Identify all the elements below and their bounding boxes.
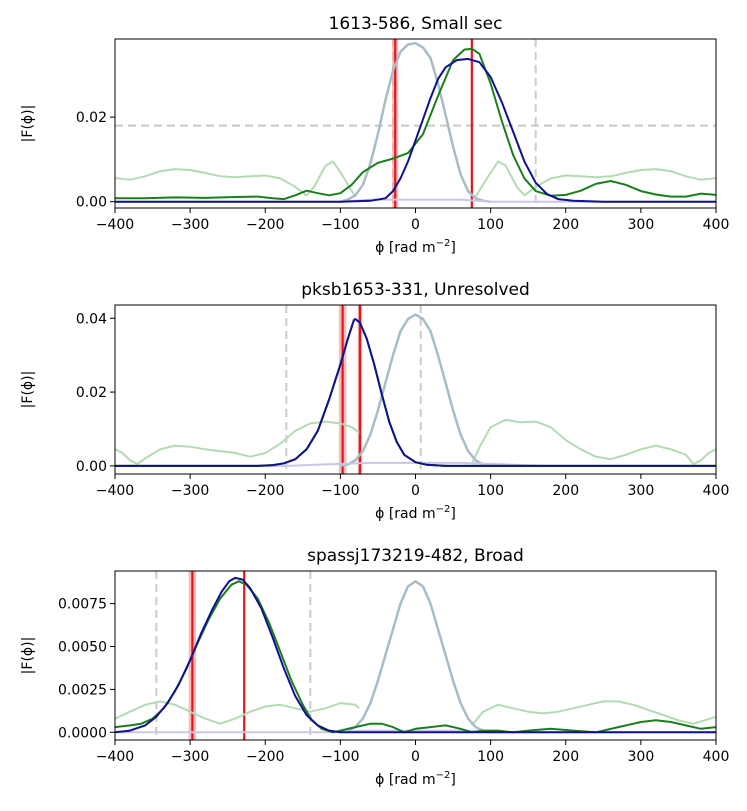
x-axis-label-sup: −2 — [436, 504, 451, 515]
y-tick-label: 0.04 — [76, 311, 107, 327]
series-line-clean — [115, 318, 716, 467]
series-line-dirty — [115, 47, 716, 201]
y-tick-label: 0.0025 — [58, 682, 107, 698]
x-tick-label: −200 — [246, 749, 284, 765]
chart-panel-2: −400 −300 −200 −100 0 100 200 300 400 0.00 0.02 0.0… — [20, 280, 729, 522]
x-tick-label: 100 — [477, 217, 504, 233]
axes-frame — [114, 570, 717, 741]
x-tick-label: 200 — [552, 483, 579, 499]
x-tick-label: 400 — [703, 217, 730, 233]
y-tick-label: 0.00 — [76, 459, 107, 475]
chart-title: 1613-586, Small sec — [329, 14, 503, 34]
y-tick-label: 0.0050 — [58, 639, 107, 655]
x-tick-label: −300 — [171, 483, 209, 499]
series-line-clean — [115, 576, 716, 734]
series-line-rmsf-wide — [115, 700, 360, 725]
x-tick-label: −300 — [171, 749, 209, 765]
x-tick-label: −100 — [321, 217, 359, 233]
y-axis-label: |F(ϕ)| — [20, 371, 36, 409]
x-tick-label: 0 — [411, 217, 420, 233]
x-axis-label-close: ] — [450, 240, 455, 256]
x-tick-label: 300 — [628, 483, 655, 499]
x-tick-label: −100 — [321, 483, 359, 499]
x-tick-label: 0 — [411, 749, 420, 765]
y-axis-label: |F(ϕ)| — [20, 105, 36, 143]
x-axis-label-sup: −2 — [436, 770, 451, 781]
series-line-rmsf-wide — [474, 160, 716, 198]
chart-panel-1: −400 −300 −200 −100 0 100 200 300 400 0.00 0.02 161… — [20, 14, 729, 256]
series-line-rmsf-wide — [115, 160, 357, 198]
x-tick-label: 100 — [477, 749, 504, 765]
x-axis-label-main: ϕ [rad m — [375, 240, 435, 256]
x-tick-label: 200 — [552, 217, 579, 233]
x-tick-label: 400 — [703, 749, 730, 765]
x-axis-label-main: ϕ [rad m — [375, 772, 435, 788]
chart-title: spassj173219-482, Broad — [307, 546, 524, 566]
x-axis-label: ϕ [rad m−2] — [375, 238, 456, 256]
y-axis-label: |F(ϕ)| — [20, 637, 36, 675]
x-tick-label: 100 — [477, 483, 504, 499]
series-line-rmsf-peak — [340, 313, 491, 468]
series-line-rmsf-wide — [471, 700, 716, 727]
series-line-dirty — [115, 580, 716, 734]
y-tick-label: 0.0075 — [58, 597, 107, 613]
axes-frame — [114, 38, 717, 209]
series-line-rmsf-peak — [340, 41, 491, 203]
y-tick-label: 0.0000 — [58, 725, 107, 741]
series-line-clean — [115, 57, 716, 203]
x-tick-label: −400 — [96, 217, 134, 233]
series-line-rmsf-peak — [340, 580, 491, 734]
x-axis-label: ϕ [rad m−2] — [375, 770, 456, 788]
plot-area — [115, 39, 716, 208]
y-tick-label: 0.02 — [76, 385, 107, 401]
x-tick-label: −400 — [96, 749, 134, 765]
x-axis-label-close: ] — [450, 772, 455, 788]
y-tick-label: 0.02 — [76, 110, 107, 126]
x-tick-label: −300 — [171, 217, 209, 233]
chart-panel-3: −400 −300 −200 −100 0 100 200 300 400 0.0000 0.002… — [20, 546, 729, 788]
x-axis-label-sup: −2 — [436, 238, 451, 249]
x-tick-label: 200 — [552, 749, 579, 765]
chart-title: pksb1653-331, Unresolved — [301, 280, 530, 300]
series-line-dirty — [115, 318, 716, 467]
plot-area — [115, 571, 716, 740]
x-tick-label: −400 — [96, 483, 134, 499]
x-tick-label: −200 — [246, 217, 284, 233]
plot-area — [115, 305, 716, 474]
x-tick-label: 0 — [411, 483, 420, 499]
x-axis-label: ϕ [rad m−2] — [375, 504, 456, 522]
x-tick-label: −100 — [321, 749, 359, 765]
x-axis-label-main: ϕ [rad m — [375, 506, 435, 522]
x-tick-label: 300 — [628, 749, 655, 765]
series-line-rmsf-wide — [115, 420, 360, 465]
x-tick-label: 400 — [703, 483, 730, 499]
series-line-rmsf-wide — [470, 418, 716, 465]
x-tick-label: 300 — [628, 217, 655, 233]
x-tick-label: −200 — [246, 483, 284, 499]
x-axis-label-close: ] — [450, 506, 455, 522]
y-tick-label: 0.00 — [76, 195, 107, 211]
